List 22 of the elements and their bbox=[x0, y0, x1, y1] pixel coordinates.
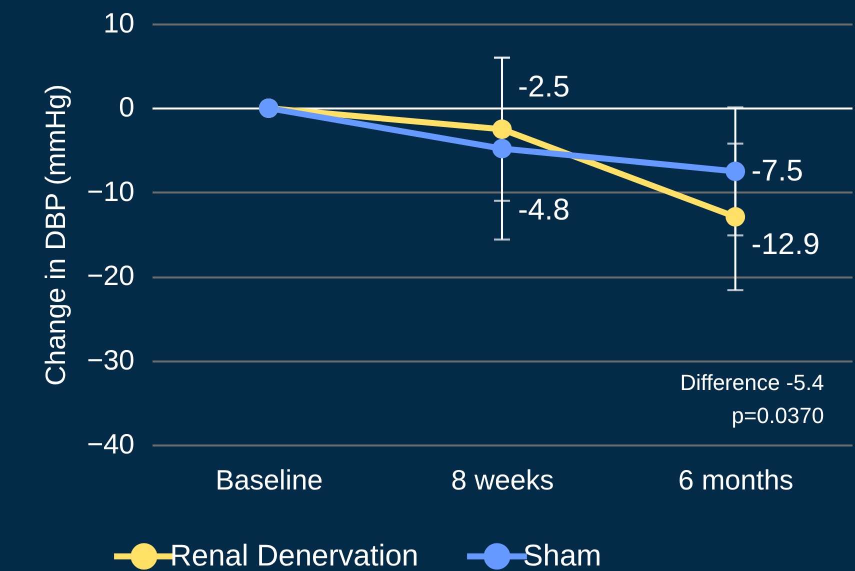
point bbox=[726, 162, 746, 182]
y-tick-label: −10 bbox=[87, 176, 134, 207]
legend-label: Renal Denervation bbox=[170, 539, 418, 571]
x-tick-label: 8 weeks bbox=[451, 464, 554, 496]
data-label: -12.9 bbox=[751, 228, 820, 261]
point bbox=[726, 207, 746, 227]
x-tick-label: 6 months bbox=[678, 464, 794, 496]
annotation: Difference -5.4 bbox=[680, 370, 824, 395]
y-tick-label: −40 bbox=[87, 428, 134, 460]
point bbox=[492, 120, 512, 139]
legend-label: Sham bbox=[523, 539, 602, 571]
annotation: p=0.0370 bbox=[732, 403, 824, 428]
y-tick-label: −30 bbox=[87, 344, 134, 376]
point bbox=[492, 138, 512, 158]
y-axis-title: Change in DBP (mmHg) bbox=[40, 84, 72, 386]
x-tick-label: Baseline bbox=[215, 464, 323, 496]
y-tick-label: 10 bbox=[103, 8, 134, 38]
data-label: -2.5 bbox=[518, 70, 570, 104]
data-label: -7.5 bbox=[751, 154, 804, 188]
y-tick-label: 0 bbox=[118, 92, 134, 123]
data-label: -4.8 bbox=[518, 194, 570, 227]
y-tick-label: −20 bbox=[87, 260, 134, 292]
